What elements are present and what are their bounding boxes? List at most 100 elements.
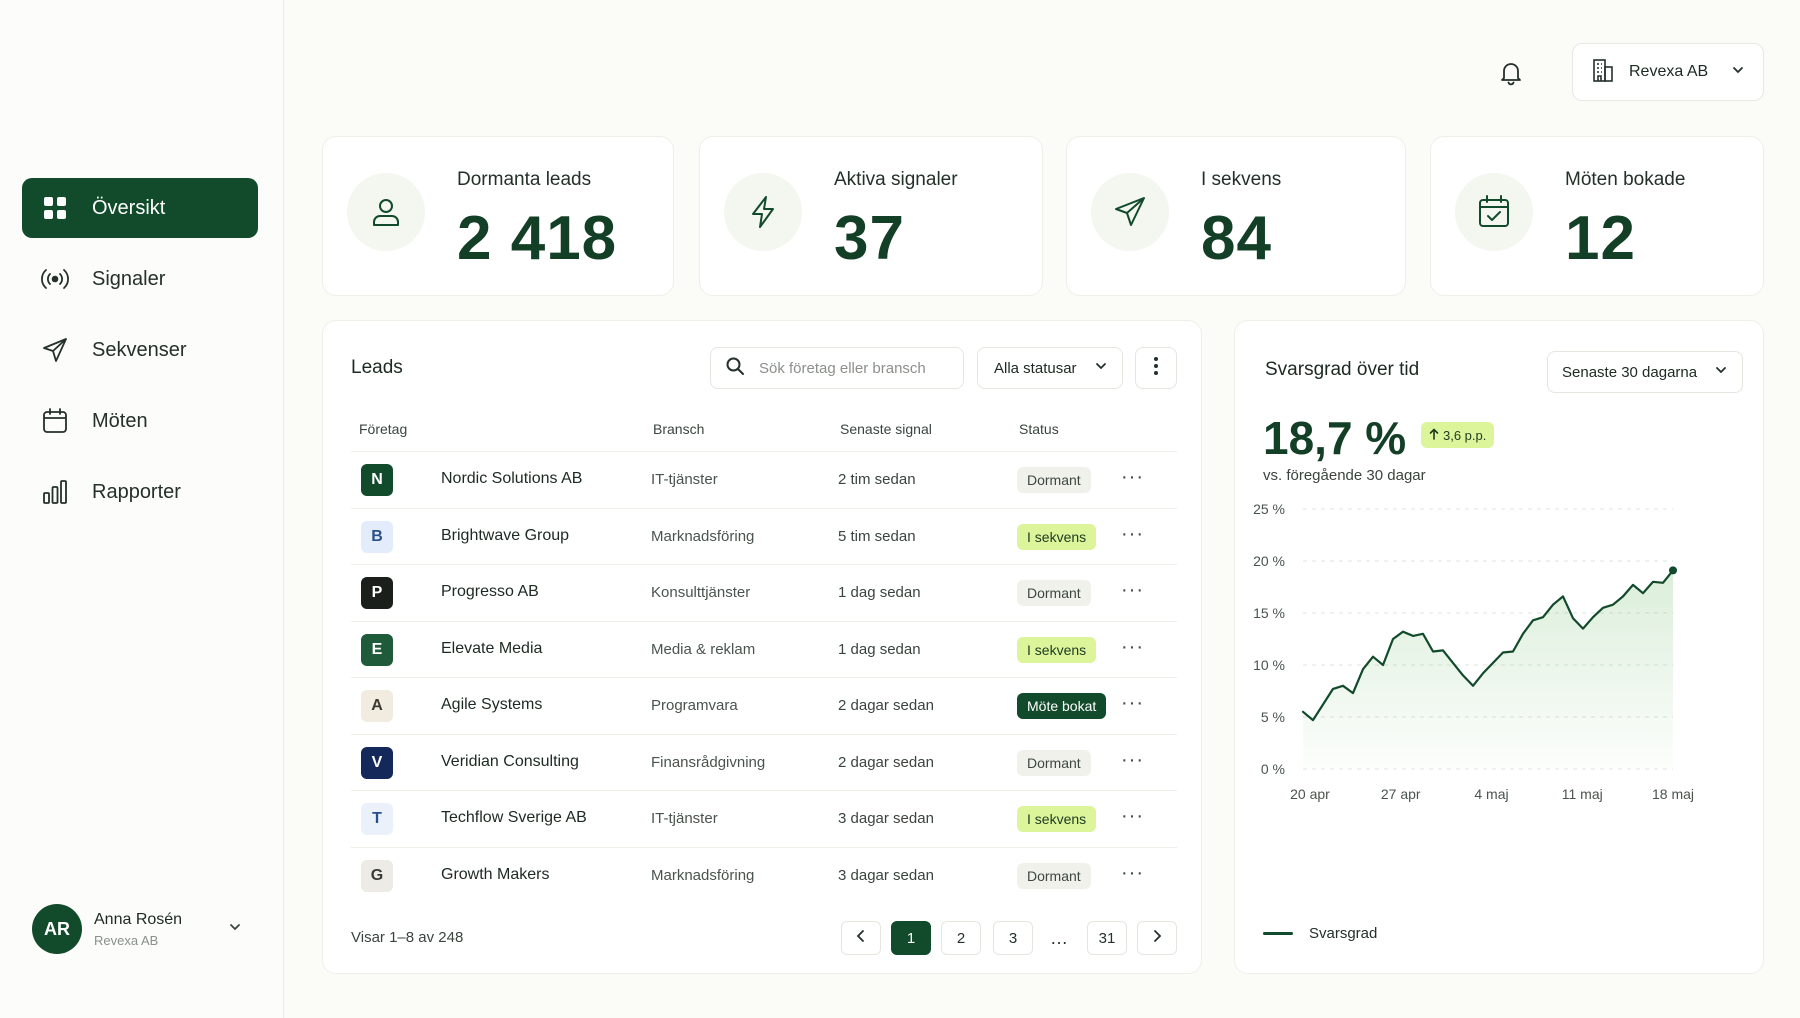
table-row[interactable]: P Progresso AB Konsulttjänster 1 dag sedan D… (351, 564, 1177, 620)
status-filter-label: Alla statusar (994, 359, 1077, 377)
kpi-card-in-sequence: I sekvens 84 (1066, 136, 1406, 296)
calendar-check-icon (1455, 173, 1533, 251)
sidebar-item-label: Översikt (92, 196, 166, 219)
industry: Konsulttjänster (651, 584, 751, 601)
sidebar-item-moten[interactable]: Möten (22, 391, 258, 451)
sidebar-item-label: Signaler (92, 267, 166, 290)
chart-title: Svarsgrad över tid (1265, 359, 1420, 380)
company-logo: B (361, 520, 393, 553)
company-name: Agile Systems (441, 696, 543, 713)
column-header-industry[interactable]: Bransch (653, 421, 705, 437)
x-tick-label: 11 maj (1562, 786, 1603, 802)
company-name: Growth Makers (441, 865, 550, 883)
response-rate-panel: Svarsgrad över tid Senaste 30 dagarna 18… (1234, 320, 1764, 974)
pagination-page-2[interactable]: 2 (941, 921, 981, 955)
sidebar-item-label: Sekvenser (92, 338, 187, 361)
company-name: Techflow Sverige AB (441, 809, 587, 826)
pagination-prev-button[interactable] (841, 921, 881, 955)
chevron-down-icon (1094, 359, 1108, 377)
x-tick-label: 4 maj (1474, 786, 1508, 802)
leads-panel: Leads Sök företag eller bransch Alla sta… (322, 320, 1202, 974)
kpi-label: Aktiva signaler (834, 169, 958, 190)
row-actions-button[interactable]: ··· (1121, 805, 1144, 827)
table-row[interactable]: A Agile Systems Programvara 2 dagar sedan Mö… (351, 677, 1177, 733)
series-end-point (1669, 566, 1677, 575)
row-actions-button[interactable]: ··· (1121, 522, 1144, 545)
table-row[interactable]: G Growth Makers Marknadsföring 3 dagar seda… (351, 846, 1177, 903)
chart-legend: Svarsgrad (1263, 925, 1377, 942)
sidebar-item-label: Rapporter (92, 480, 181, 503)
delta-value: 3,6 p.p. (1443, 427, 1487, 443)
org-selector[interactable]: Revexa AB (1572, 43, 1764, 101)
table-row[interactable]: E Elevate Media Media & reklam 1 dag sedan I… (351, 620, 1177, 677)
table-row[interactable]: N Nordic Solutions AB IT-tjänster 2 tim sed… (351, 451, 1177, 507)
broadcast-icon (40, 264, 70, 294)
sidebar-item-signaler[interactable]: Signaler (22, 249, 258, 309)
company-logo: T (361, 803, 393, 835)
leads-title: Leads (351, 357, 403, 378)
sidebar-item-sekvenser[interactable]: Sekvenser (22, 320, 258, 380)
date-range-select[interactable]: Senaste 30 dagarna (1547, 351, 1743, 393)
user-org: Revexa AB (94, 932, 159, 948)
column-header-company[interactable]: Företag (359, 421, 408, 437)
status-badge: Möte bokat (1017, 693, 1107, 719)
latest-signal: 5 tim sedan (838, 527, 916, 545)
kpi-card-active-signals: Aktiva signaler 37 (699, 136, 1043, 296)
x-tick-label: 20 apr (1290, 786, 1330, 802)
response-rate-value: 18,7 % (1263, 412, 1407, 464)
delta-badge: 3,6 p.p. (1421, 422, 1495, 448)
status-badge: I sekvens (1017, 806, 1097, 832)
legend-swatch (1263, 932, 1293, 935)
table-row[interactable]: T Techflow Sverige AB IT-tjänster 3 dagar s… (351, 790, 1177, 846)
company-name: Brightwave Group (441, 526, 570, 544)
calendar-icon (40, 406, 70, 436)
avatar: AR (32, 904, 82, 954)
sidebar-item-rapporter[interactable]: Rapporter (22, 462, 258, 522)
arrow-up-icon (1429, 427, 1439, 443)
row-actions-button[interactable]: ··· (1121, 861, 1144, 884)
chevron-down-icon[interactable] (228, 920, 242, 939)
row-actions-button[interactable]: ··· (1121, 635, 1144, 658)
industry: Media & reklam (651, 640, 756, 658)
x-tick-label: 27 apr (1381, 786, 1421, 802)
status-filter[interactable]: Alla statusar (977, 347, 1123, 389)
user-name: Anna Rosén (94, 910, 183, 928)
org-selector-label: Revexa AB (1629, 63, 1709, 80)
company-logo: V (361, 746, 393, 779)
kpi-value: 2 418 (457, 204, 618, 273)
x-tick-label: 18 maj (1652, 786, 1694, 802)
status-badge: Dormant (1017, 749, 1091, 776)
row-actions-button[interactable]: ··· (1121, 579, 1144, 601)
row-actions-button[interactable]: ··· (1121, 748, 1144, 771)
table-row[interactable]: V Veridian Consulting Finansrådgivning 2 da… (351, 733, 1177, 790)
pagination-page-31[interactable]: 31 (1087, 921, 1127, 955)
sidebar-item-oversikt[interactable]: Översikt (22, 178, 258, 238)
latest-signal: 2 tim sedan (838, 471, 916, 488)
industry: Finansrådgivning (651, 753, 766, 771)
grid-icon (40, 193, 70, 223)
user-menu[interactable]: AR Anna Rosén Revexa AB (32, 902, 242, 956)
company-logo: G (361, 859, 393, 892)
sidebar-item-label: Möten (92, 409, 148, 432)
company-logo: P (361, 577, 393, 609)
table-row[interactable]: B Brightwave Group Marknadsföring 5 tim sed… (351, 507, 1177, 564)
pagination-page-3[interactable]: 3 (993, 921, 1033, 955)
pagination-ellipsis: … (1050, 927, 1068, 948)
bell-icon[interactable] (1498, 60, 1524, 86)
company-logo: A (361, 690, 393, 722)
more-options-button[interactable] (1135, 347, 1177, 389)
pagination-next-button[interactable] (1137, 921, 1177, 955)
column-header-signal[interactable]: Senaste signal (840, 421, 932, 437)
user-info: Anna Rosén Revexa AB (94, 911, 182, 948)
row-actions-button[interactable]: ··· (1121, 692, 1144, 714)
latest-signal: 2 dagar sedan (838, 697, 934, 714)
row-actions-button[interactable]: ··· (1121, 466, 1144, 488)
chevron-down-icon (1731, 63, 1745, 82)
company-name: Elevate Media (441, 639, 543, 657)
y-tick-label: 15 % (1253, 605, 1285, 621)
kpi-value: 84 (1201, 204, 1272, 273)
column-header-status[interactable]: Status (1019, 421, 1059, 437)
pagination-page-1[interactable]: 1 (891, 921, 931, 955)
search-input[interactable]: Sök företag eller bransch (710, 347, 964, 389)
y-tick-label: 20 % (1253, 553, 1285, 569)
